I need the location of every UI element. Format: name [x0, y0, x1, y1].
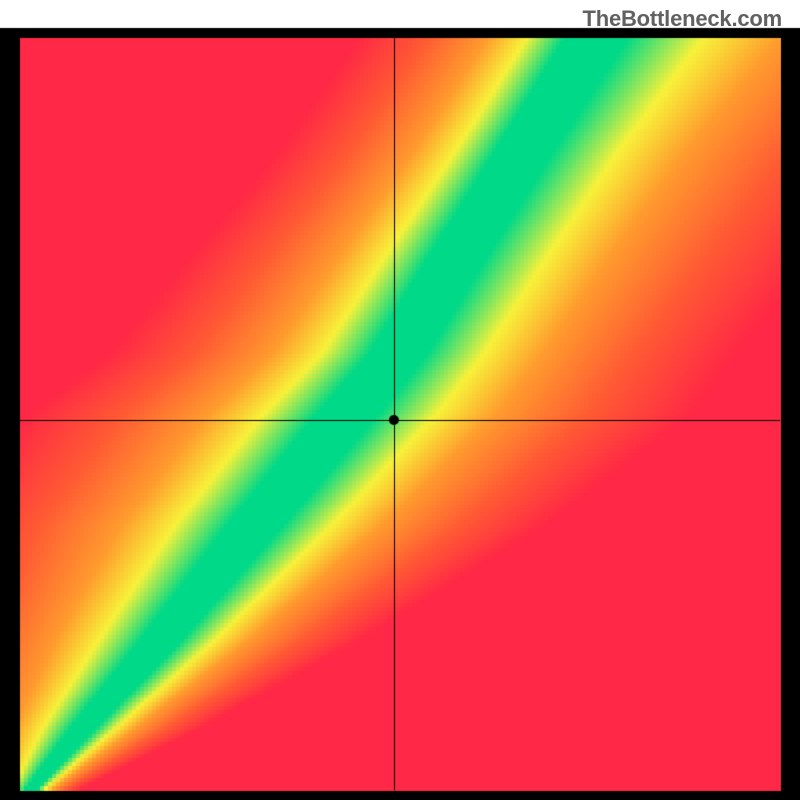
watermark-text: TheBottleneck.com — [582, 6, 782, 32]
bottleneck-heatmap-canvas — [0, 0, 800, 800]
chart-container: TheBottleneck.com — [0, 0, 800, 800]
